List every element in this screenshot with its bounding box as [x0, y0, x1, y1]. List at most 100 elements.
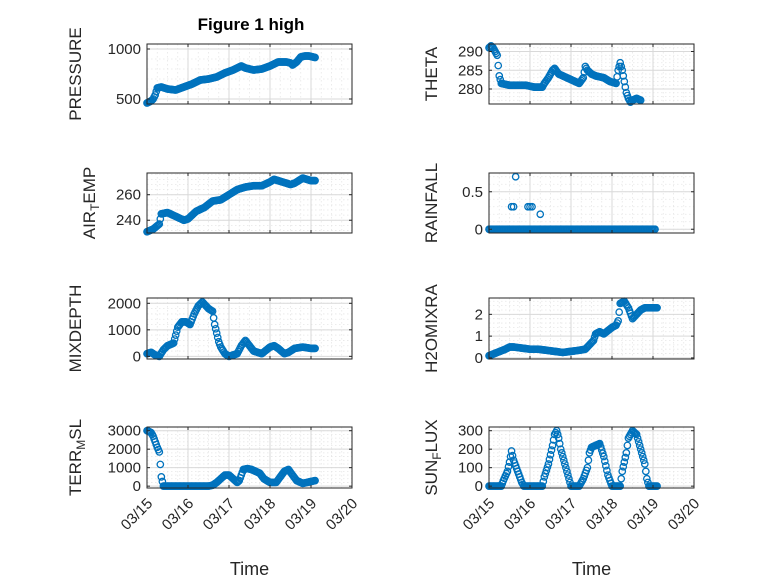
y-tick-label: 2000 — [108, 295, 141, 312]
data-point — [503, 467, 512, 476]
data-point — [495, 72, 504, 80]
data-point — [557, 449, 566, 457]
data-point — [621, 453, 630, 462]
data-point — [509, 202, 518, 211]
series-markers — [485, 172, 659, 234]
y-tick-label: 0 — [133, 348, 141, 365]
y-tick-label: 290 — [458, 44, 483, 61]
y-tick-label: 500 — [116, 91, 141, 108]
data-point — [553, 430, 562, 439]
data-point — [211, 324, 220, 333]
subplot-mixdepth: 0 1000 2000 MIXDEPTH — [66, 285, 353, 373]
data-point — [543, 463, 552, 472]
y-tick-label: 3000 — [108, 423, 141, 440]
axes-box — [488, 426, 695, 489]
y-axis-label: TERRMSL — [66, 419, 88, 496]
data-point — [603, 466, 611, 475]
axes-box — [146, 43, 353, 105]
data-point — [507, 447, 516, 455]
y-tick-label: 1 — [475, 328, 483, 345]
data-point — [511, 172, 520, 181]
data-point — [584, 456, 593, 465]
y-axis-label-main: TERR — [66, 450, 85, 496]
data-point — [169, 339, 178, 347]
data-point — [170, 335, 179, 343]
data-point — [596, 443, 605, 451]
data-point — [153, 221, 162, 230]
data-point — [565, 474, 573, 483]
y-tick-label: 0 — [475, 350, 483, 367]
data-point — [634, 437, 643, 446]
data-point — [618, 467, 627, 476]
data-point — [600, 457, 609, 466]
data-point — [653, 303, 661, 312]
data-point — [504, 462, 513, 471]
data-point — [540, 473, 549, 481]
y-tick-label: 240 — [116, 212, 141, 229]
data-point — [622, 449, 631, 457]
data-point — [559, 456, 568, 465]
data-point — [157, 473, 166, 481]
data-point — [636, 445, 645, 454]
data-point — [638, 452, 647, 461]
y-axis-label-rest: LUX — [422, 419, 441, 452]
data-point — [546, 450, 555, 459]
axes-box — [488, 172, 695, 234]
data-point — [493, 51, 502, 60]
y-tick-label: 1000 — [108, 460, 141, 477]
y-axis-label-rest: SL — [66, 419, 85, 440]
y-tick-label: 100 — [458, 460, 483, 477]
y-tick-label: 0 — [475, 478, 483, 495]
data-point — [555, 439, 564, 448]
axes-box — [488, 43, 695, 105]
x-axis-label: Time — [230, 559, 269, 579]
data-point — [311, 476, 319, 485]
data-point — [614, 317, 623, 325]
y-axis-label: PRESSURE — [66, 27, 85, 121]
series-markers — [143, 174, 319, 236]
y-tick-label: 260 — [116, 187, 141, 204]
data-point — [549, 436, 558, 444]
y-axis-label-subscript: F — [430, 452, 444, 459]
series-markers — [143, 298, 319, 361]
data-point — [311, 176, 319, 185]
data-point — [633, 434, 642, 442]
series-markers — [143, 426, 319, 491]
data-point — [213, 333, 222, 342]
axes-box — [146, 297, 353, 360]
data-point — [538, 482, 547, 491]
data-point — [212, 329, 221, 337]
data-point — [601, 461, 610, 470]
data-point — [639, 456, 648, 465]
data-point — [556, 445, 565, 454]
y-tick-label: 300 — [458, 423, 483, 440]
data-point — [583, 463, 592, 472]
y-axis-label: SUNFLUX — [422, 419, 444, 495]
data-point — [595, 439, 604, 448]
y-tick-label: 1000 — [108, 322, 141, 339]
data-point — [528, 202, 536, 211]
data-point — [558, 452, 567, 461]
data-point — [617, 62, 626, 71]
y-tick-label: 0 — [475, 221, 483, 238]
y-tick-label: 2000 — [108, 441, 141, 458]
data-point — [578, 75, 587, 84]
data-point — [554, 434, 563, 442]
data-point — [155, 448, 164, 456]
y-axis-label: AIRTEMP — [80, 167, 102, 240]
subplot-pressure: 500 1000 PRESSURE — [66, 27, 353, 121]
data-point — [542, 466, 551, 475]
data-point — [640, 460, 649, 468]
data-point — [563, 467, 571, 476]
data-point — [632, 430, 641, 439]
data-point — [635, 441, 644, 450]
y-axis-label: THETA — [422, 46, 441, 101]
data-point — [311, 53, 319, 62]
data-point — [508, 451, 517, 460]
y-axis-label: MIXDEPTH — [66, 285, 85, 373]
data-point — [651, 225, 659, 234]
data-point — [156, 460, 165, 469]
data-point — [505, 458, 514, 466]
